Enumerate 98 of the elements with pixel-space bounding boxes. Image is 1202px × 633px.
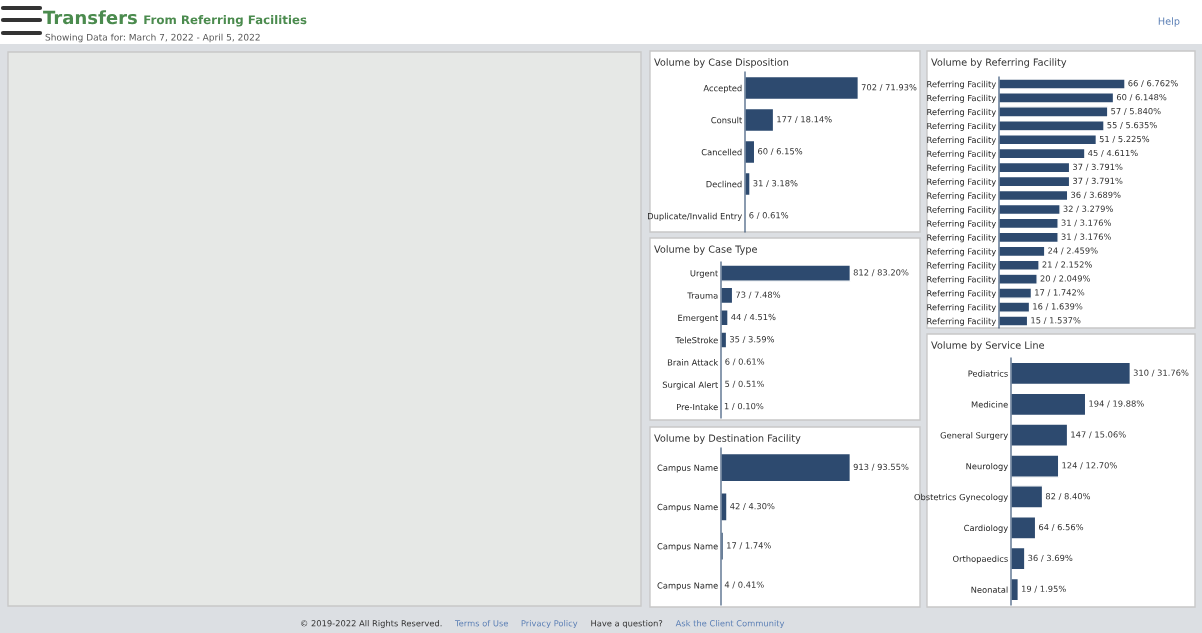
text: Transfers [43,10,137,25]
text: Ask the Client Community [675,619,785,629]
text: Showing Data for: March 7, 2022 - April 5, 2022 [45,33,260,43]
y-tick-label: Pediatrics [968,370,1008,377]
text: Help [1158,17,1180,27]
y-tick-label: Consult [711,116,743,124]
data-label: 31 / 3.18% [753,180,798,188]
y-tick-label: Referring Facility [927,164,996,173]
y-tick-label: Referring Facility [927,317,996,326]
y-tick-label: Referring Facility [927,136,996,145]
y-tick-label: Referring Facility [927,122,996,131]
data-label: 60 / 6.148% [1116,94,1167,101]
y-tick-label: Referring Facility [927,108,996,117]
data-label: 24 / 2.459% [1048,247,1098,255]
chart-title: Volume by Case Type [654,245,757,255]
y-tick-label: Trauma [687,292,718,299]
y-tick-label: Brain Attack [667,359,719,366]
y-tick-label: Referring Facility [927,220,996,229]
y-tick-label: Referring Facility [927,206,996,215]
data-label: 42 / 4.30% [730,502,775,510]
y-tick-label: Referring Facility [927,234,996,243]
y-tick-label: Campus Name [657,464,718,473]
data-label: 37 / 3.791% [1073,177,1123,185]
y-tick-label: Referring Facility [927,303,996,312]
data-label: 73 / 7.48% [736,291,781,299]
text: Privacy Policy [521,619,578,629]
data-label: 55 / 5.635% [1107,121,1157,129]
chart-title: Volume by Referring Facility [931,58,1067,68]
data-label: 6 / 0.61% [725,358,765,366]
data-label: 64 / 6.56% [1039,523,1084,531]
y-tick-label: Pre-Intake [677,403,718,411]
data-label: 51 / 5.225% [1099,135,1150,143]
y-tick-label: Urgent [690,270,719,279]
data-label: 124 / 12.70% [1062,462,1117,470]
text: Terms of Use [454,619,508,627]
y-tick-label: Duplicate/Invalid Entry [648,212,742,221]
y-tick-label: Accepted [703,84,742,93]
data-label: 17 / 1.742% [1035,289,1085,297]
y-tick-label: Surgical Alert [662,381,719,390]
y-tick-label: Referring Facility [927,150,996,159]
data-label: 5 / 0.51% [725,380,764,388]
data-label: 35 / 3.59% [729,336,775,344]
data-label: 36 / 3.689% [1071,191,1121,199]
y-tick-label: Referring Facility [927,289,996,299]
data-label: 6 / 0.61% [749,212,789,220]
data-label: 19 / 1.95% [1022,585,1066,593]
data-label: 177 / 18.14% [777,116,832,124]
data-label: 147 / 15.06% [1071,431,1126,439]
y-tick-label: Orthopaedics [953,555,1008,564]
y-tick-label: Neurology [966,462,1008,471]
data-label: 60 / 6.15% [758,148,803,156]
y-tick-label: Referring Facility [927,248,996,257]
text: © 2019-2022 All Rights Reserved. [301,619,442,629]
data-label: 37 / 3.791% [1073,163,1123,171]
data-label: 913 / 93.55% [853,463,909,471]
y-tick-label: Neonatal [971,586,1008,593]
data-label: 45 / 4.611% [1088,149,1138,157]
text: Have a question? [591,619,663,629]
data-label: 66 / 6.762% [1128,80,1178,88]
data-label: 44 / 4.51% [731,313,776,321]
y-tick-label: Emergent [678,314,719,323]
chart-title: Volume by Destination Facility [654,434,801,444]
data-label: 310 / 31.76% [1133,369,1189,377]
y-tick-label: Referring Facility [927,192,996,201]
data-label: 82 / 8.40% [1045,493,1091,501]
data-label: 57 / 5.840% [1111,107,1161,115]
y-tick-label: Referring Facility [927,262,996,271]
data-label: 31 / 3.176% [1061,219,1111,227]
y-tick-label: TeleStroke [675,336,718,344]
data-label: 36 / 3.69% [1028,554,1073,562]
data-label: 15 / 1.537% [1031,317,1081,325]
data-label: 31 / 3.176% [1061,233,1111,241]
y-tick-label: Cancelled [701,148,742,156]
y-tick-label: Referring Facility [927,80,996,89]
y-tick-label: Obstetrics Gynecology [914,493,1008,502]
y-tick-label: Referring Facility [927,94,996,103]
data-label: 32 / 3.279% [1063,205,1113,213]
y-tick-label: General Surgery [940,432,1008,441]
y-tick-label: Referring Facility [927,178,996,187]
data-label: 17 / 1.74% [727,542,771,550]
data-label: 812 / 83.20% [853,269,909,277]
y-tick-label: Campus Name [657,582,718,591]
data-label: 16 / 1.639% [1033,303,1083,311]
y-tick-label: Cardiology [964,524,1008,533]
chart-title: Volume by Service Line [931,341,1045,351]
data-label: 194 / 19.88% [1089,400,1144,408]
data-label: 1 / 0.10% [724,402,764,410]
data-label: 20 / 2.049% [1040,275,1090,283]
y-tick-label: Declined [706,180,742,188]
y-tick-label: Campus Name [657,543,718,552]
chart-title: Volume by Case Disposition [654,58,789,68]
y-tick-label: Campus Name [657,503,718,512]
y-tick-label: Medicine [971,401,1008,408]
data-label: 21 / 2.152% [1042,261,1092,269]
text: From Referring Facilities [144,15,307,27]
data-label: 4 / 0.41% [724,581,764,589]
data-label: 702 / 71.93% [861,84,917,92]
y-tick-label: Referring Facility [927,276,996,285]
